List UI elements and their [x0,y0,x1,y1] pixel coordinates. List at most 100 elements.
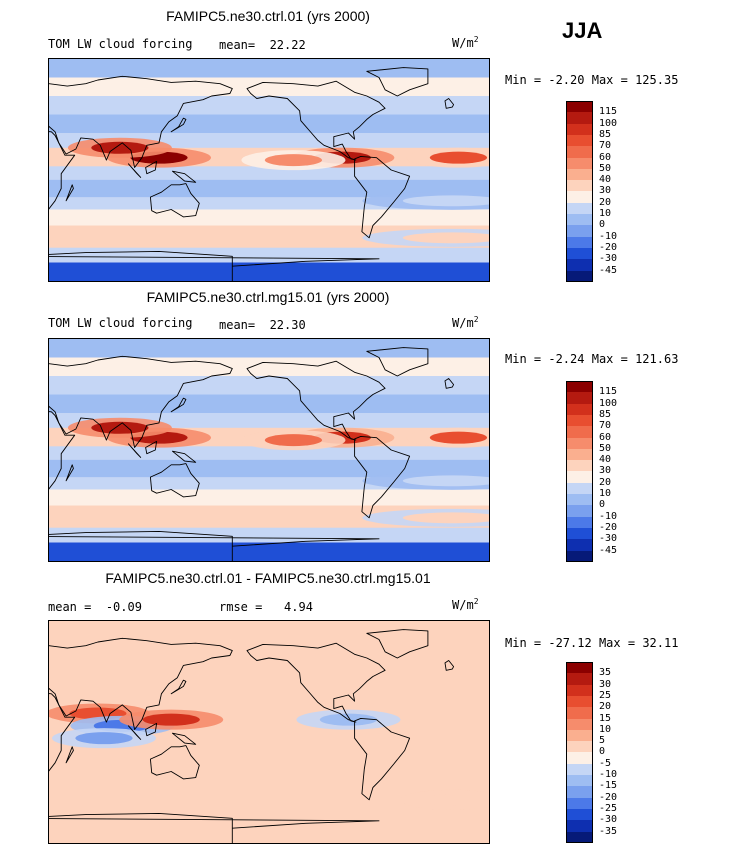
field-band [49,59,489,78]
panel-2-map [48,338,490,562]
colorbar-tick-label: 70 [599,140,612,152]
coastline [444,98,455,109]
colorbar-swatch [566,808,593,821]
coastline [49,530,380,561]
colorbar-tick-label: -45 [599,544,618,556]
colorbar-swatch [566,134,593,147]
colorbar-swatch [566,247,593,260]
feature-core [264,434,323,447]
feature-core [91,141,149,154]
coastline [65,184,74,202]
colorbar-swatch [566,707,593,719]
field-band [49,77,489,97]
coastline [145,440,158,455]
panel-3-title: FAMIPC5.ne30.ctrl.01 - FAMIPC5.ne30.ctrl… [105,570,431,586]
coastline [149,745,200,780]
panel-1-minmax: Min = -2.20 Max = 125.35 [505,73,679,87]
coastlines [49,347,455,561]
panel-2-title: FAMIPC5.ne30.ctrl.mg15.01 (yrs 2000) [146,289,390,305]
colorbar-swatch [566,123,593,136]
panel-1-mean: mean= 22.22 [219,38,306,52]
colorbar-swatch [566,157,593,170]
field-band [49,209,489,226]
colorbar-swatch [566,763,593,776]
colorbar-swatch [566,381,593,393]
coastline [127,443,142,458]
colorbar-swatch [566,752,593,765]
coastline [145,722,158,737]
field-band [49,489,489,506]
feature-core [142,713,200,726]
colorbar-tick-label: 40 [599,454,612,466]
coastline [149,463,200,498]
colorbar-swatch [566,797,593,810]
colorbar-tick-label: 40 [599,174,612,186]
field-band [49,166,489,181]
colorbar-tick-label: 10 [599,208,612,219]
coastline [49,693,76,772]
coastline [354,155,411,239]
coastline [246,80,386,161]
feature-core [402,475,489,487]
field-band [49,96,489,115]
colorbar-tick-label: 0 [599,499,606,511]
colorbar-swatch [566,527,593,540]
panel-3-map [48,620,490,844]
colorbar-swatch [566,673,593,686]
colorbar-tick-label: 30 [599,678,612,690]
colorbar-swatch [566,718,593,731]
colorbar-swatch [566,403,593,416]
colorbar-swatch [566,505,593,518]
data-features [67,137,489,247]
coastline [170,679,187,695]
colorbar-tick-label: 70 [599,420,612,432]
coastline [171,170,197,183]
panel-1-variable-label: TOM LW cloud forcing [48,37,193,51]
colorbar-swatch [566,684,593,697]
coastlines [49,629,455,843]
coastline [49,411,76,490]
feature-core [75,732,133,745]
colorbar-tick-label: -20 [599,241,618,253]
colorbar-swatch [566,729,593,742]
colorbar-swatch [566,214,593,226]
colorbar-swatch [566,112,593,125]
colorbar-tick-label: 115 [599,386,618,398]
panel-3-units: W/m2 [452,597,479,612]
colorbar-tick-label: 35 [599,667,612,679]
colorbar-tick-label: 60 [599,431,612,443]
field-band [49,446,489,461]
colorbar-tick-label: 100 [599,397,618,409]
colorbar-tick-label: -5 [599,757,612,769]
colorbar-tick-label: -45 [599,264,618,276]
colorbar-swatch [566,168,593,181]
colorbar-swatch [566,202,593,215]
coastline [127,725,142,740]
feature-core [402,232,489,244]
data-features [49,703,489,810]
coastline [366,347,429,377]
colorbar-tick-label: 20 [599,476,612,488]
colorbar-swatch [566,460,593,472]
field-band [49,394,489,414]
colorbar-tick-label: -30 [599,814,618,826]
panel-1-units: W/m2 [452,35,479,50]
coastline [127,163,142,178]
coastline [366,67,429,97]
colorbar-tick-label: 30 [599,465,612,477]
colorbar-tick-label: -35 [599,825,618,837]
colorbar-tick-label: -25 [599,802,618,814]
field-band [49,376,489,395]
colorbar-tick-label: 5 [599,735,606,747]
panel-2-minmax: Min = -2.24 Max = 121.63 [505,352,679,366]
field-band [49,542,489,561]
field-band [49,247,489,263]
field-band [49,339,489,358]
feature-core [264,154,323,167]
colorbar-tick-label: 0 [599,219,606,231]
coastline [65,464,74,482]
coastline [49,250,380,281]
coastline [49,131,76,210]
colorbar-swatch [566,448,593,461]
feature-core [402,512,489,524]
